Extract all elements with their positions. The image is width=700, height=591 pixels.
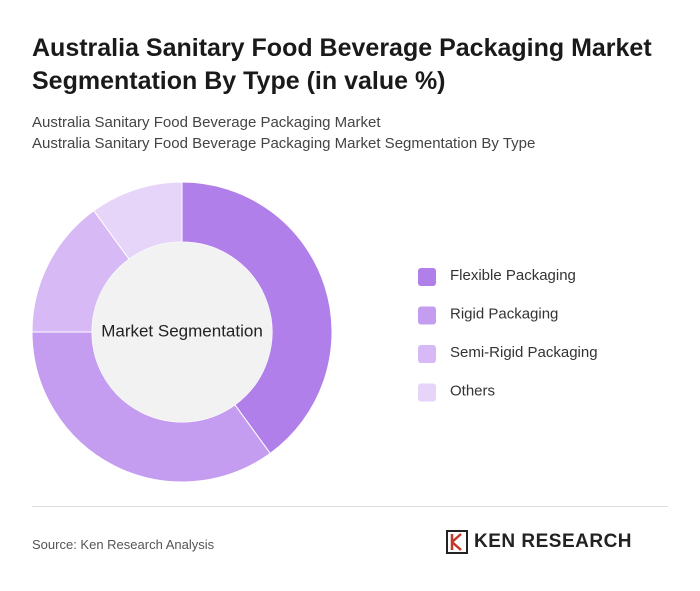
legend-swatch — [418, 306, 436, 325]
subtitle: Australia Sanitary Food Beverage Packagi… — [32, 135, 536, 152]
legend-swatch — [418, 383, 436, 402]
legend-label: Others — [450, 382, 495, 399]
legend-label: Semi-Rigid Packaging — [450, 344, 598, 361]
donut-slice — [93, 181, 183, 260]
logo: KEN RESEARCH — [446, 530, 632, 554]
legend-swatch — [418, 345, 436, 363]
divider — [32, 506, 668, 507]
logo-text: KEN RESEARCH — [474, 531, 633, 552]
center-label: Market Segmentation — [101, 321, 263, 340]
chart-title: Australia Sanitary Food Beverage Packagi… — [32, 34, 652, 95]
logo-icon — [446, 530, 468, 554]
donut-slice — [181, 181, 333, 455]
legend-swatch — [418, 268, 436, 286]
subtitle: Australia Sanitary Food Beverage Packagi… — [32, 114, 381, 131]
chart: Market Segmentation Flexible Packaging Rig… — [31, 181, 598, 483]
source: Source: Ken Research Analysis — [32, 537, 215, 552]
legend-label: Flexible Packaging — [450, 267, 576, 284]
legend-label: Rigid Packaging — [450, 305, 558, 322]
donut-hole — [92, 242, 272, 422]
